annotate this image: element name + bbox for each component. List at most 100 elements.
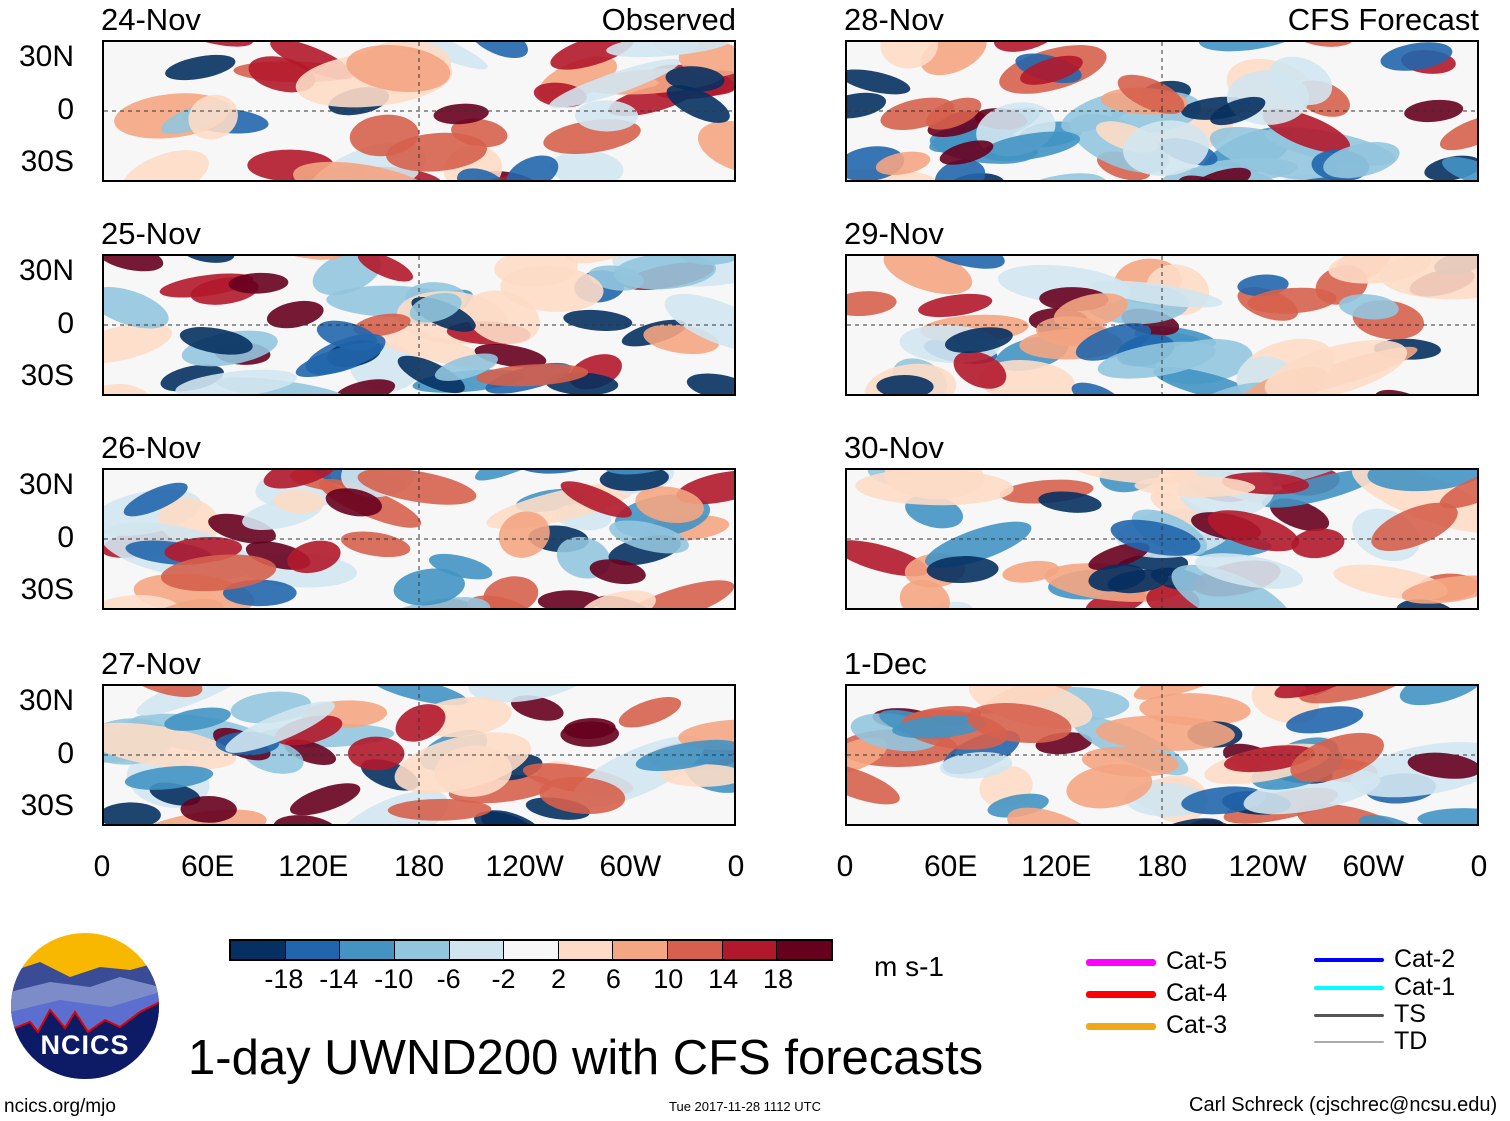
colorbar-swatch [394, 941, 450, 959]
wind-contour [926, 97, 982, 130]
colorbar-tick-label: -2 [491, 964, 516, 994]
wind-contour [1290, 42, 1356, 47]
lon-tick-label: 0 [93, 850, 111, 883]
storm-category-label: TS [1394, 1000, 1426, 1028]
wind-contour [676, 470, 734, 505]
wind-contour [1188, 167, 1252, 180]
wind-contour [104, 722, 237, 770]
lon-tick-label: 120W [1228, 850, 1307, 883]
wind-contour [1053, 293, 1128, 330]
wind-field [847, 686, 1477, 824]
storm-category-label: Cat-3 [1166, 1011, 1228, 1039]
wind-contour [428, 553, 493, 580]
wind-contour [266, 300, 324, 329]
wind-field [104, 42, 734, 180]
wind-contour [188, 94, 238, 140]
wind-contour [1417, 808, 1477, 824]
wind-contour [1071, 382, 1122, 394]
storm-category-line [1086, 1022, 1156, 1030]
panel-date-label: 24-Nov [101, 2, 201, 37]
wind-contour [635, 739, 734, 772]
lon-tick-label: 180 [393, 850, 445, 883]
wind-contour [892, 715, 986, 739]
wind-contour [1380, 42, 1453, 71]
wind-contour [1291, 528, 1345, 559]
wind-contour [925, 521, 1032, 568]
storm-category-label: Cat-1 [1394, 973, 1456, 1001]
wind-contour [457, 168, 507, 180]
wind-contour [225, 701, 335, 753]
wind-contour [666, 85, 730, 123]
lat-tick-label: 30S [20, 359, 74, 392]
wind-contour [920, 42, 987, 76]
wind-contour [370, 686, 468, 706]
logo-text: NCICS [40, 1030, 130, 1060]
wind-field [104, 686, 734, 824]
wind-contour [575, 100, 639, 132]
wind-contour [613, 256, 717, 290]
wind-field [847, 256, 1477, 394]
wind-contour [1439, 470, 1477, 509]
wind-contour [847, 92, 887, 119]
wind-contour [347, 736, 405, 771]
lon-tick-label: 120E [278, 850, 349, 883]
lat-tick-label: 0 [57, 737, 74, 770]
colorbar-tick-label: -6 [436, 964, 461, 994]
wind-contour [335, 379, 396, 394]
wind-contour [635, 486, 704, 524]
wind-contour [357, 470, 477, 505]
wind-contour [1181, 786, 1266, 815]
footer-url: ncics.org/mjo [4, 1096, 116, 1117]
wind-contour [899, 579, 950, 608]
wind-contour [966, 703, 1072, 743]
wind-contour [393, 568, 465, 606]
lat-tick-label: 30N [18, 684, 74, 717]
wind-contour [1095, 715, 1235, 751]
wind-field [847, 470, 1477, 608]
wind-contour [287, 540, 341, 574]
wind-contour [104, 383, 156, 394]
wind-contour [926, 556, 999, 583]
wind-contour [1210, 96, 1266, 126]
wind-contour [1198, 42, 1305, 52]
wind-contour [395, 704, 446, 742]
lon-tick-label: 120E [1021, 850, 1092, 883]
lat-tick-label: 30S [20, 145, 74, 178]
wind-contour [580, 590, 656, 608]
lat-tick-label: 0 [57, 521, 74, 554]
wind-contour [539, 776, 626, 814]
wind-contour [325, 488, 382, 517]
wind-map-panel [845, 468, 1479, 610]
panel-source-label: Observed [601, 2, 736, 37]
storm-category-line [1314, 1013, 1384, 1017]
colorbar-tick-label: 10 [653, 964, 684, 994]
wind-contour [563, 309, 633, 331]
panel-date-label: 30-Nov [844, 430, 944, 465]
wind-contour [1088, 542, 1150, 571]
wind-contour [655, 823, 733, 824]
wind-contour [884, 470, 985, 500]
wind-contour [916, 256, 1005, 269]
wind-contour [476, 364, 589, 387]
wind-contour [293, 161, 434, 180]
wind-contour [876, 374, 934, 394]
wind-contour [104, 323, 173, 364]
wind-contour [273, 489, 325, 514]
wind-contour [1171, 564, 1293, 608]
colorbar-tick-label: -14 [319, 964, 359, 994]
wind-contour [349, 114, 419, 157]
wind-contour [1297, 803, 1404, 824]
wind-contour [1075, 323, 1152, 361]
wind-contour [1290, 732, 1384, 783]
wind-contour [945, 327, 1013, 354]
wind-contour [284, 739, 337, 765]
wind-contour [918, 293, 993, 318]
colorbar-swatch [777, 941, 832, 959]
wind-contour [1338, 294, 1399, 320]
wind-contour [123, 482, 188, 517]
panel-date-label: 25-Nov [101, 216, 201, 251]
wind-contour [316, 320, 378, 351]
lat-tick-label: 30S [20, 573, 74, 606]
storm-category-line [1086, 958, 1156, 966]
wind-contour [498, 511, 550, 558]
